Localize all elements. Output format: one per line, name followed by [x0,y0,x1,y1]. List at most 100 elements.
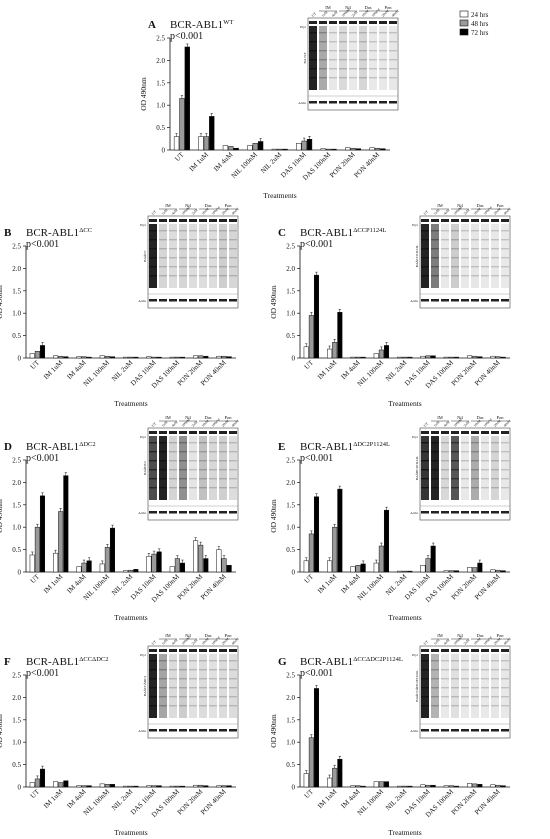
blot-actin-band [219,511,227,514]
bar [472,567,478,573]
blot-group-label: Das [477,633,484,638]
blot-actin-band [379,101,387,104]
blot-band [149,705,157,707]
blot-band [359,21,367,24]
y-axis-label: OD 490nm [0,714,4,748]
blot-band [219,451,227,453]
blot-band [159,431,167,434]
blot-lane-label: 100nM [453,205,464,216]
x-tick-label: NIL 100nM [356,787,386,817]
blot-band [389,21,397,24]
blot-band [421,478,429,480]
bar [383,781,390,788]
blot-band [501,460,509,462]
y-tick-label: 1.5 [156,79,165,87]
x-tick-label: PON 40nM [199,358,228,387]
blot-band [199,451,207,453]
blot-group-label: IM [437,203,443,208]
chart-title-sup: ΔCC [79,227,92,234]
blot-smear [461,436,469,500]
blot-band [451,669,459,671]
blot-band [451,451,459,453]
blot-band [441,266,449,268]
blot-band [461,460,469,462]
blot-band [149,469,157,471]
blot-smear [451,654,459,718]
blot-band [149,669,157,671]
bar [228,146,234,151]
blot-band [199,248,207,250]
bar [477,562,483,573]
blot-band [481,442,489,444]
blot-band [461,431,469,434]
blot-band [421,451,429,453]
blot-lane-label: 100nM [341,7,352,18]
blot-band [189,705,197,707]
blot-band [189,478,197,480]
blot-band [431,678,439,680]
blot-band [471,478,479,480]
blot-band [431,451,439,453]
blot-band [179,248,187,250]
blot-smear [219,436,227,500]
blot-band [189,431,197,434]
blot-band [481,275,489,277]
blot-band [389,41,397,43]
blot-band [339,50,347,52]
bar [76,785,82,788]
bar [397,356,403,359]
blot-band [149,230,157,232]
blot-band [229,431,237,434]
blot-band [209,687,217,689]
bar [355,148,362,151]
blot-actin-band [501,299,509,302]
blot-lane-label: 100nM [181,205,192,216]
blot-band [219,478,227,480]
blot-band [379,68,387,70]
blot-band [219,678,227,680]
blot-band [379,41,387,43]
bar [209,116,215,151]
bar [247,145,253,151]
blot-band [219,705,227,707]
blot-actin-band [319,101,327,104]
blot-band [481,678,489,680]
blot-band [209,230,217,232]
x-tick-label: NIL 100nM [230,150,260,180]
blot-band [461,230,469,232]
bar [373,353,379,359]
p-value: p<0.001 [300,239,333,250]
bar [350,356,356,359]
blot-ptyr-label: Ptyr [140,653,147,657]
blot-construct-label: BA∆CC∆DC2P1124L [415,670,419,701]
blot-band [329,68,337,70]
bar [151,553,157,573]
bar [133,785,139,788]
bar [443,356,449,359]
blot-band [219,219,227,222]
blot-band [199,257,207,259]
blot-smear [189,224,197,288]
blot-band [209,451,217,453]
y-tick-label: 1.0 [156,102,165,110]
chart-title-sup: ΔCCP1124L [353,227,386,234]
blot-construct-label: BA∆CCP1124L [415,245,419,268]
bar [76,356,82,359]
bar [277,148,283,151]
bar [350,147,356,151]
bar [99,563,105,573]
blot-band [329,21,337,24]
blot-band [149,696,157,698]
blot-band [319,41,327,43]
blot-band [421,696,429,698]
bar [495,784,501,788]
blot-actin-band [189,299,197,302]
blot-band [219,696,227,698]
bar [123,785,129,788]
x-tick-label: IM 4uM [339,572,362,595]
bar [495,569,501,573]
